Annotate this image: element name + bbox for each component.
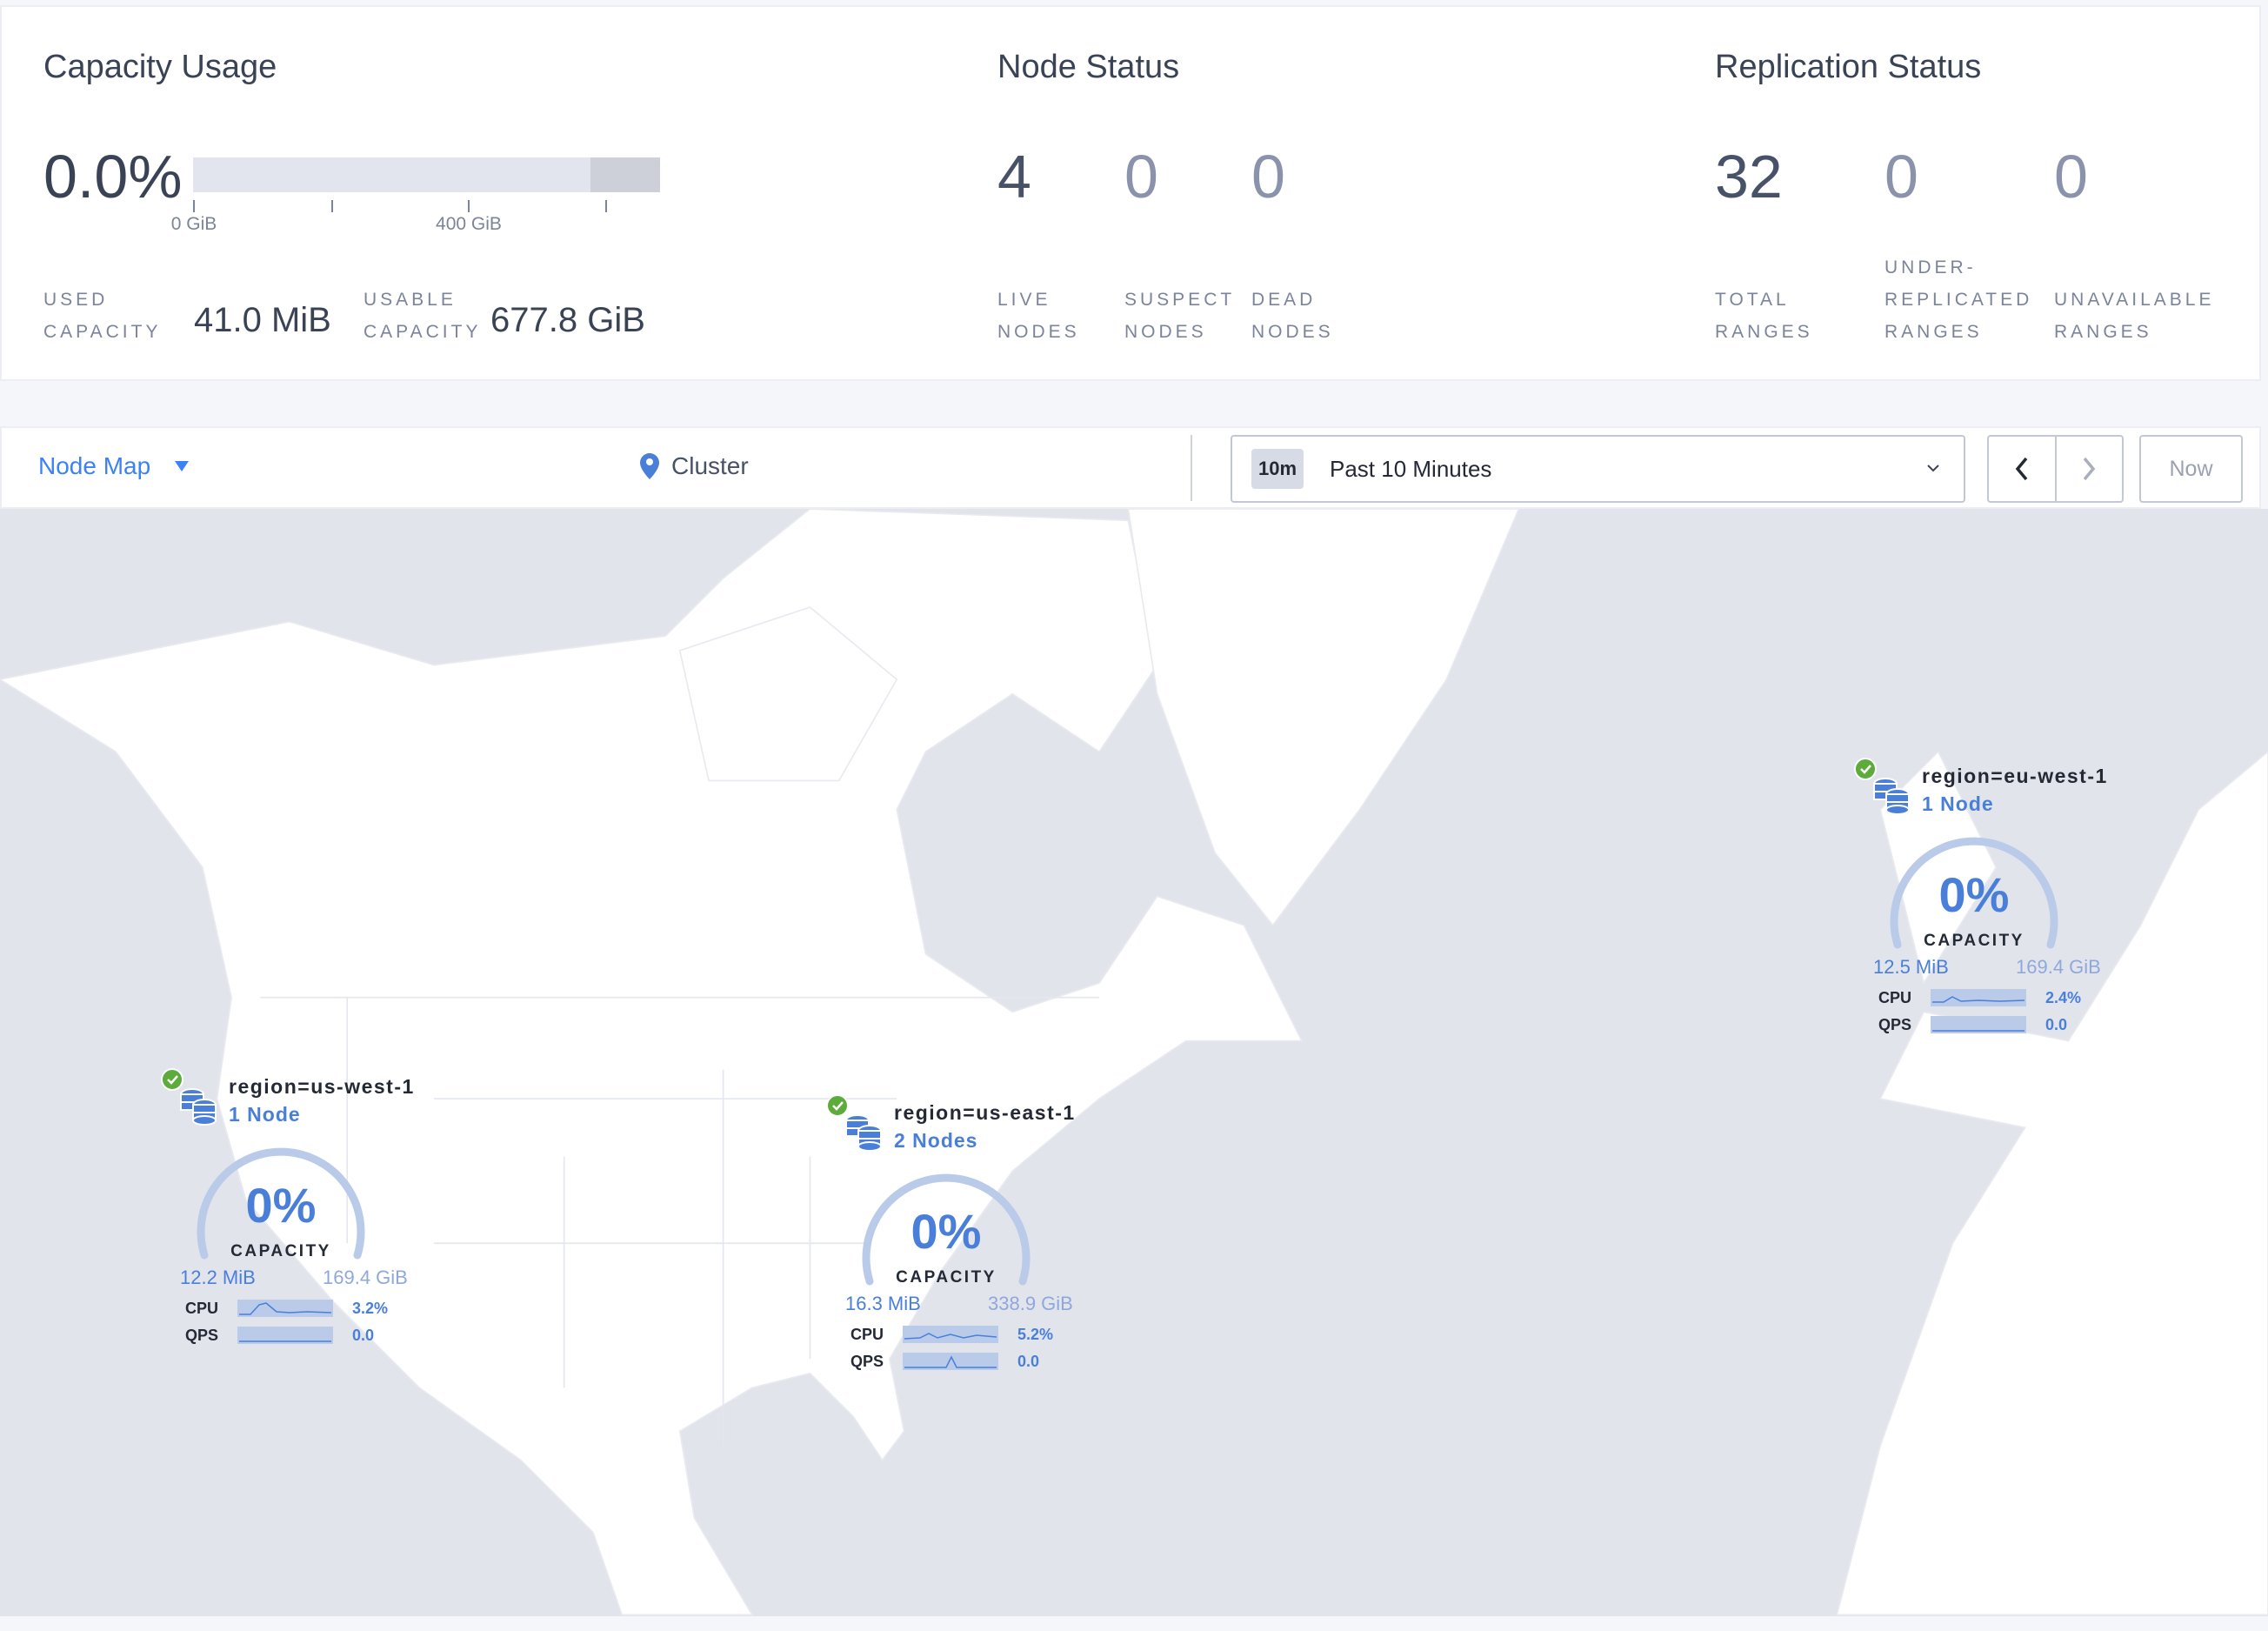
cpu-value: 3.2% [352,1300,389,1317]
next-button[interactable] [2057,437,2123,501]
capacity-label: CAPACITY [896,1268,997,1287]
cpu-value: 2.4% [2045,989,2082,1006]
dead-nodes-label: DEAD NODES [1251,290,1334,342]
replication-title: Replication Status [1715,49,1982,85]
total-capacity: 169.4 GiB [2016,956,2101,978]
time-range-select[interactable]: 10m Past 10 Minutes [1231,435,1965,503]
node-count[interactable]: 1 Node [1922,792,1994,815]
database-icon [180,1088,217,1126]
cpu-label: CPU [185,1300,219,1317]
used-capacity: 12.2 MiB [180,1267,256,1288]
cpu-sparkline [1931,989,2026,1006]
now-button[interactable]: Now [2139,435,2243,503]
capacity-gauge [1890,837,2058,949]
qps-sparkline [903,1353,998,1370]
total-capacity: 169.4 GiB [323,1267,408,1288]
healthy-check-icon [161,1068,183,1091]
toolbar: Node Map Cluster 10m Past 10 Minutes Now [0,426,2261,509]
qps-value: 0.0 [1017,1353,1040,1370]
node-status-title: Node Status [997,49,1180,85]
capacity-gauge [862,1173,1031,1286]
capacity-percent: 0% [911,1204,982,1259]
cluster-us-east-1[interactable]: region=us-east-1 2 Nodes 0% CAPACITY 16.… [826,1094,1104,1390]
used-capacity-value: 41.0 MiB [194,301,331,339]
chevron-down-icon [1927,465,1939,472]
qps-sparkline [1931,1016,2026,1033]
chevron-right-icon [2083,457,2096,481]
tick-label: 0 GiB [170,214,217,234]
total-ranges-label: TOTAL RANGES [1715,290,1813,342]
qps-value: 0.0 [2045,1016,2068,1033]
node-count[interactable]: 1 Node [229,1103,301,1126]
cpu-value: 5.2% [1017,1326,1054,1343]
arctic-island [678,606,898,782]
cluster-name: region=us-west-1 [229,1075,415,1098]
breadcrumb-cluster: Cluster [671,452,749,479]
view-label: Node Map [38,452,151,479]
tick-label: 400 GiB [436,214,502,234]
time-range-label: Past 10 Minutes [1330,456,1492,482]
qps-value: 0.0 [352,1327,375,1344]
greenland [1127,509,1520,926]
time-badge: 10m [1251,449,1304,489]
capacity-gauge [197,1147,365,1260]
cluster-name: region=us-east-1 [894,1101,1076,1124]
qps-label: QPS [185,1327,219,1344]
live-nodes-count: 4 [997,143,1031,211]
node-map[interactable]: region=us-west-1 1 Node 0% CAPACITY 12.2… [0,509,2268,1616]
capacity-label: CAPACITY [1924,932,2025,950]
north-america [0,509,1304,1616]
unavailable-count: 0 [2054,143,2088,211]
suspect-nodes-label: SUSPECT NODES [1124,290,1236,342]
divider [1191,435,1192,501]
cpu-sparkline [237,1300,333,1317]
used-capacity: 12.5 MiB [1873,956,1949,978]
cluster-us-west-1[interactable]: region=us-west-1 1 Node 0% CAPACITY 12.2… [161,1068,439,1364]
capacity-title: Capacity Usage [43,49,277,85]
previous-button[interactable] [1989,437,2057,501]
cluster-eu-west-1[interactable]: region=eu-west-1 1 Node 0% CAPACITY 12.5… [1854,758,2132,1053]
suspect-nodes-count: 0 [1124,143,1158,211]
qps-sparkline [237,1327,333,1344]
capacity-percent: 0.0% [43,143,183,211]
usable-capacity-label: USABLE CAPACITY [364,290,482,342]
qps-label: QPS [850,1353,884,1370]
unavailable-label: UNAVAILABLE RANGES [2054,290,2215,342]
healthy-check-icon [1854,758,1877,780]
under-replicated-label: UNDER- REPLICATED RANGES [1884,257,2033,342]
summary-panel: Capacity Usage 0.0% 0 GiB 400 GiB USED CA… [0,5,2261,381]
database-icon [1873,778,1910,815]
used-capacity-label: USED CAPACITY [43,290,162,342]
cpu-label: CPU [1878,989,1912,1006]
chevron-left-icon [2015,457,2028,481]
view-dropdown[interactable]: Node Map [38,452,190,480]
used-capacity: 16.3 MiB [845,1293,921,1314]
capacity-bar [193,157,660,192]
capacity-percent: 0% [1938,867,2010,922]
live-nodes-label: LIVE NODES [997,290,1080,342]
database-icon [845,1114,882,1152]
caret-down-icon [175,461,190,471]
usable-capacity-value: 677.8 GiB [490,301,645,339]
dead-nodes-count: 0 [1251,143,1285,211]
node-count[interactable]: 2 Nodes [894,1129,978,1152]
healthy-check-icon [826,1094,849,1117]
total-capacity: 338.9 GiB [988,1293,1073,1314]
map-pin-icon [640,453,659,479]
capacity-label: CAPACITY [230,1242,331,1260]
cpu-label: CPU [850,1326,884,1343]
under-replicated-count: 0 [1884,143,1918,211]
total-ranges-count: 32 [1715,143,1783,211]
cluster-name: region=eu-west-1 [1922,765,2108,787]
breadcrumb[interactable]: Cluster [640,452,749,480]
capacity-percent: 0% [245,1178,317,1233]
qps-label: QPS [1878,1016,1912,1033]
cpu-sparkline [903,1326,998,1343]
world-map [0,509,2268,1616]
